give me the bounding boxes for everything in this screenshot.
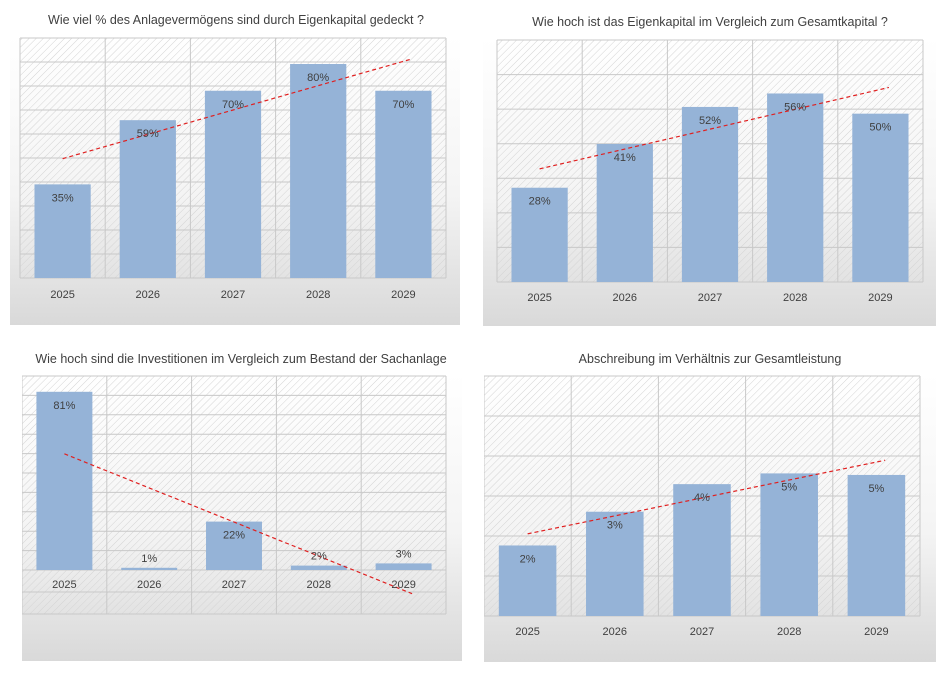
x-tick-label: 2029: [391, 579, 415, 591]
bar: [375, 90, 432, 278]
data-label: 50%: [869, 122, 891, 134]
bar: [852, 113, 909, 283]
data-label: 2%: [311, 551, 327, 563]
data-label: 3%: [396, 548, 412, 560]
data-label: 80%: [307, 72, 329, 84]
data-label: 22%: [223, 530, 245, 542]
chart-title: Wie viel % des Anlagevermögens sind durc…: [48, 13, 424, 27]
data-label: 70%: [392, 99, 414, 111]
data-label: 5%: [868, 483, 884, 495]
data-label: 35%: [52, 192, 74, 204]
chart-title: Abschreibung im Verhältnis zur Gesamtlei…: [578, 352, 842, 366]
x-tick-label: 2026: [603, 626, 627, 638]
bar: [498, 545, 557, 616]
bar: [34, 184, 91, 278]
x-tick-label: 2026: [613, 292, 637, 304]
data-label: 4%: [694, 492, 710, 504]
bar-chart-anlagedeckung: 35% 59% 70% 80% 70% 2025 2026 2027 2028 2029: [10, 36, 460, 325]
x-tick-label: 2025: [52, 579, 76, 591]
trendline: [62, 58, 413, 160]
data-label: 5%: [781, 481, 797, 493]
x-tick-label: 2028: [306, 289, 330, 301]
bar: [767, 93, 824, 282]
x-tick-label: 2028: [777, 626, 801, 638]
data-label: 28%: [529, 196, 551, 208]
data-label: 81%: [53, 400, 75, 412]
x-tick-label: 2027: [690, 626, 714, 638]
bar-chart-eigenkapitalquote: 28% 41% 52% 56% 50% 2025 2026 2027 2028 2029: [483, 38, 936, 326]
bar: [121, 567, 178, 570]
bar: [586, 511, 644, 616]
bar: [673, 484, 731, 616]
x-tick-label: 2027: [222, 579, 246, 591]
bar: [119, 120, 176, 278]
bar: [290, 64, 347, 278]
x-tick-label: 2026: [136, 289, 160, 301]
data-label: 41%: [614, 152, 636, 164]
x-tick-label: 2029: [391, 289, 415, 301]
bar: [36, 391, 93, 570]
data-label: 70%: [222, 99, 244, 111]
bar: [511, 187, 568, 282]
x-tick-label: 2028: [307, 579, 331, 591]
data-label: 56%: [784, 101, 806, 113]
x-tick-label: 2027: [698, 292, 722, 304]
x-tick-label: 2025: [527, 292, 551, 304]
x-tick-label: 2029: [868, 292, 892, 304]
bar: [596, 143, 653, 282]
data-label: 2%: [520, 553, 536, 565]
x-tick-label: 2027: [221, 289, 245, 301]
plot-area-hatch: [22, 376, 446, 614]
bar-chart-investitionsquote: 81% 1% 22% 2% 3% 2025 2026 2027 2028 2029: [22, 374, 462, 661]
bar: [847, 474, 906, 616]
data-label: 3%: [607, 520, 623, 532]
x-tick-label: 2029: [864, 626, 888, 638]
data-label: 1%: [141, 553, 157, 565]
x-tick-label: 2025: [50, 289, 74, 301]
data-label: 59%: [137, 128, 159, 140]
x-tick-label: 2026: [137, 579, 161, 591]
bar-chart-abschreibungsquote: 2% 3% 4% 5% 5% 2025 2026 2027 2028 2029: [484, 374, 936, 662]
data-label: 52%: [699, 115, 721, 127]
bar: [290, 565, 347, 570]
chart-title: Wie hoch ist das Eigenkapital im Verglei…: [532, 15, 888, 29]
bar: [206, 521, 262, 570]
bar: [681, 106, 739, 282]
trendline: [539, 86, 890, 170]
chart-title: Wie hoch sind die Investitionen im Vergl…: [35, 352, 447, 366]
x-tick-label: 2028: [783, 292, 807, 304]
bar: [760, 473, 818, 616]
bar: [204, 90, 262, 278]
x-tick-label: 2025: [515, 626, 539, 638]
bar: [375, 563, 432, 570]
trendline: [527, 459, 886, 535]
